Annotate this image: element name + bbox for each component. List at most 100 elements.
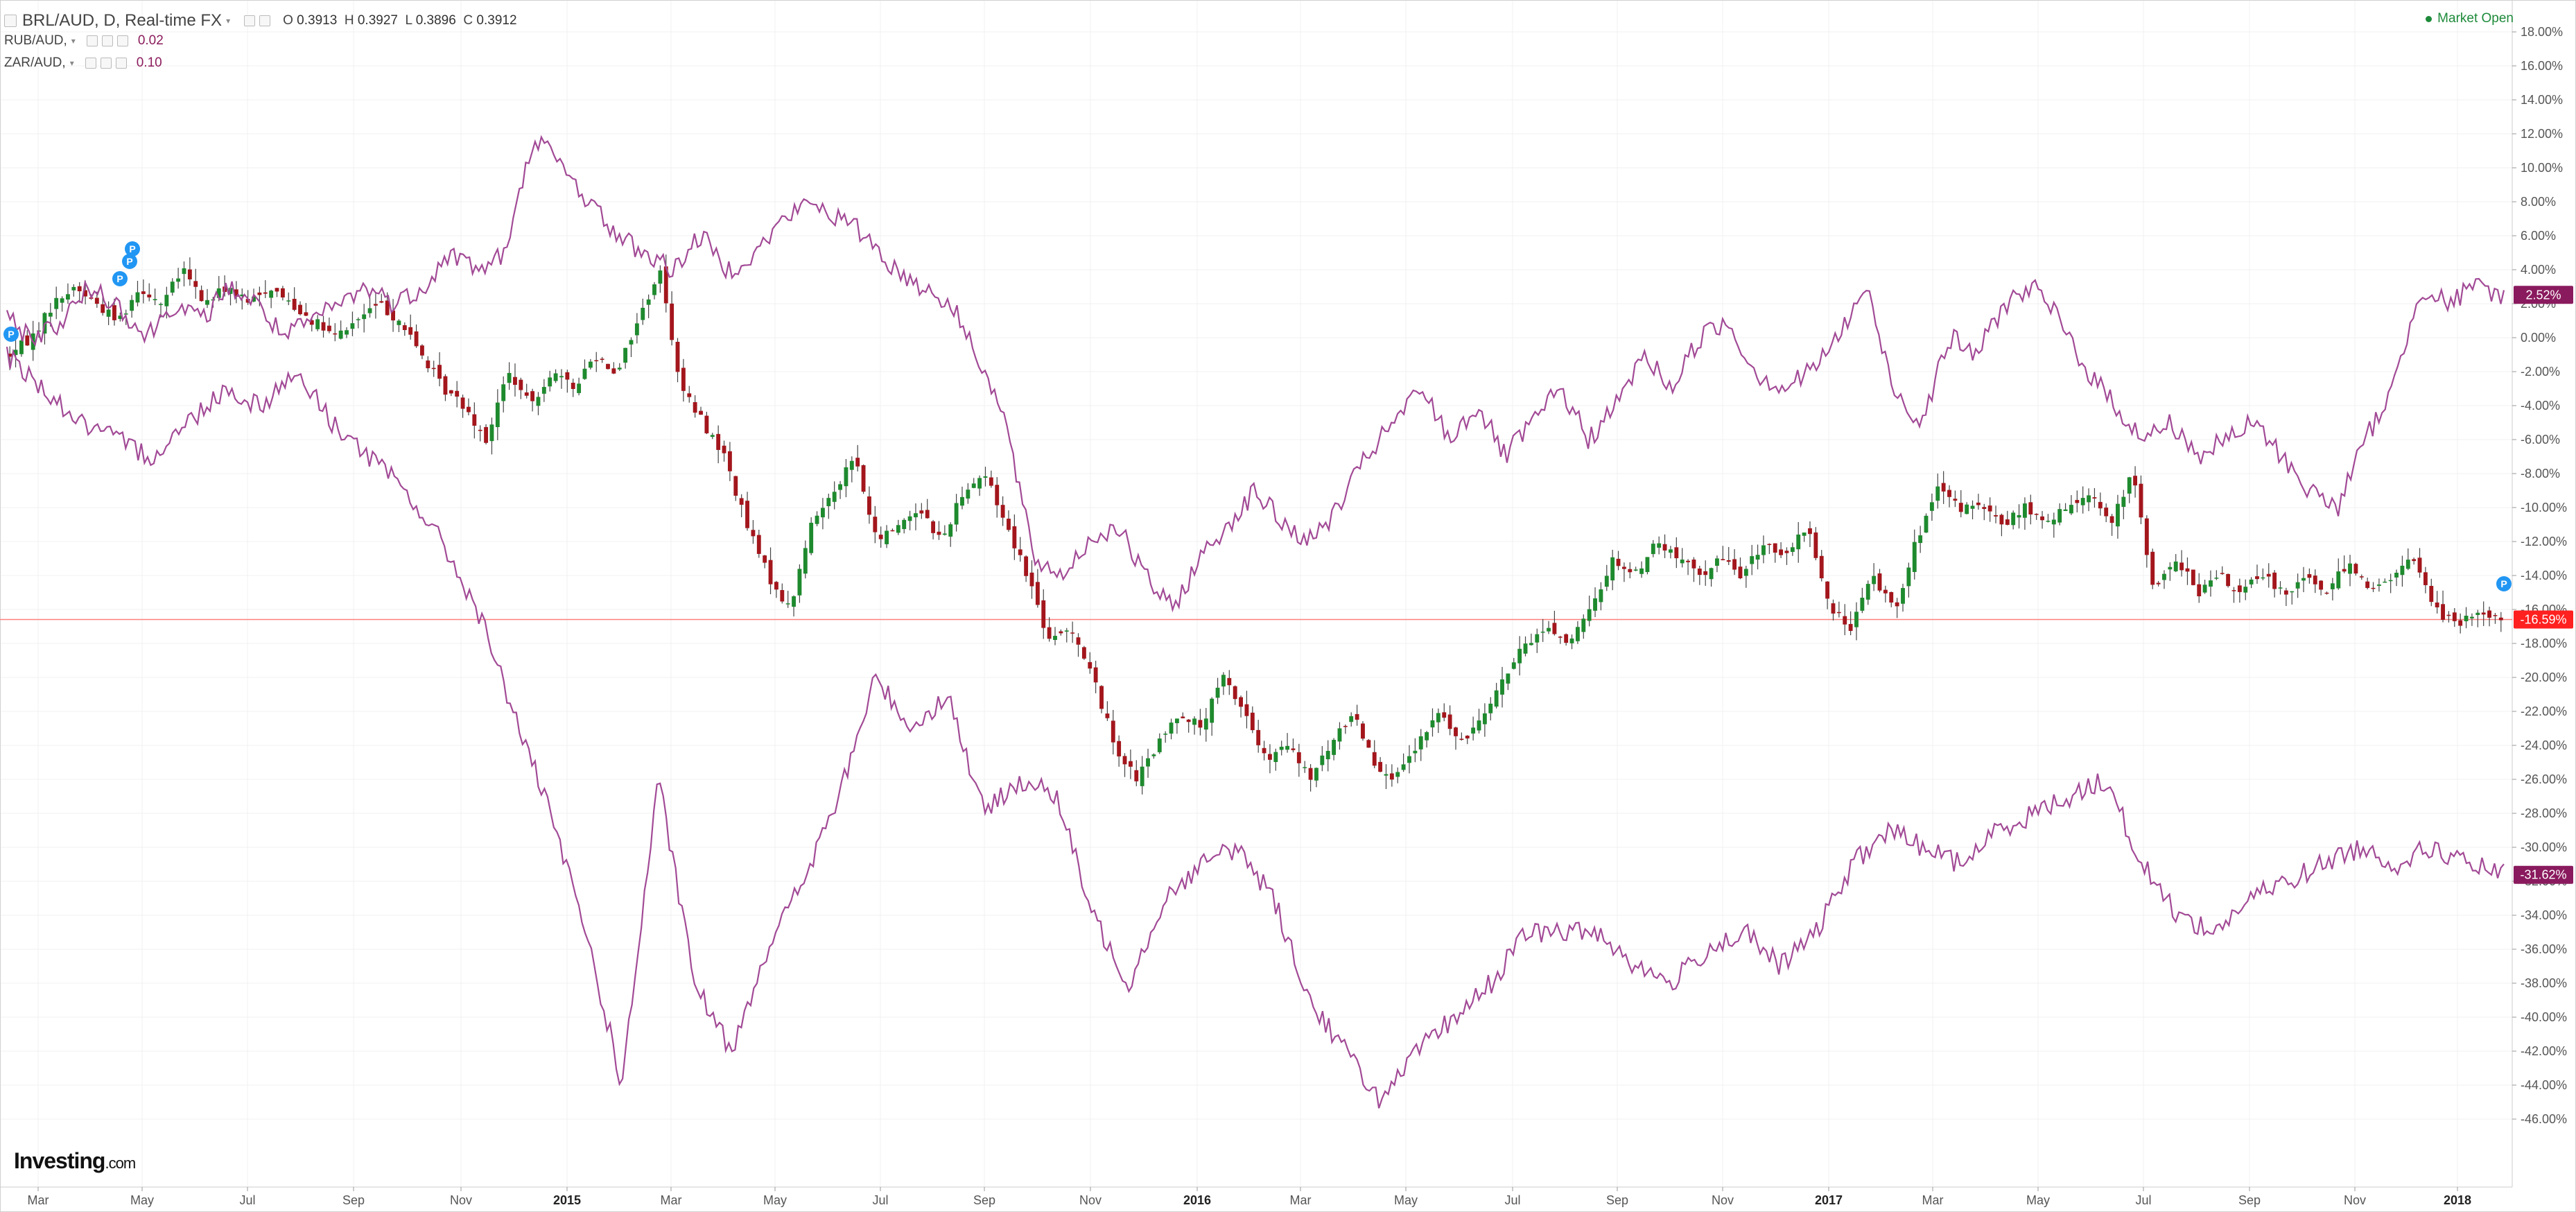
compare-symbol-label[interactable]: RUB/AUD, [4,33,67,48]
y-axis[interactable]: 18.00% 16.00% 14.00% 12.00% 10.00% 8.00% 6.00%… [2512,25,2567,1126]
candle [1093,660,1098,693]
candle [2266,563,2271,588]
candle [1018,537,1022,562]
candle [2121,490,2126,519]
gear-icon[interactable] [101,35,113,46]
dropdown-caret-icon[interactable]: ▾ [226,16,231,26]
candle [2116,494,2120,539]
candle [2109,514,2114,536]
candle [2435,591,2439,614]
svg-text:P: P [116,273,123,284]
dropdown-caret-icon[interactable]: ▾ [71,36,76,46]
candle [2092,487,2097,508]
candle [304,303,308,316]
candle [1047,617,1052,642]
candle [652,282,656,300]
candle [1750,544,1755,575]
candle [646,294,651,318]
compare-legend-rub: RUB/AUD, ▾ 0.02 [4,33,164,49]
candle [1982,503,1987,521]
candle [2365,578,2370,590]
candle [855,444,860,471]
main-symbol-label[interactable]: BRL/AUD, D, Real-time FX [22,11,223,30]
candle [1831,599,1836,621]
candle [878,526,883,548]
dropdown-caret-icon[interactable]: ▾ [69,58,74,68]
x-tick-label: 2017 [1815,1193,1843,1207]
gear-icon[interactable] [259,15,271,26]
candle [2127,476,2132,503]
candle [1215,677,1220,704]
candle [1430,708,1435,737]
candle [559,369,564,389]
candle [280,286,285,301]
candle [1174,718,1179,734]
candle [1384,764,1389,789]
candle [1912,529,1917,580]
candle [1669,546,1673,559]
candle [989,470,993,488]
candle [333,323,338,342]
compare-symbol-label[interactable]: ZAR/AUD, [4,55,66,70]
series-layer [6,135,2505,1109]
p-marker-icon[interactable]: P [122,254,137,269]
candle [315,315,320,331]
candle [182,261,186,287]
candle [2283,587,2288,606]
candle [1500,666,1504,708]
candle [519,377,523,399]
candle [391,299,395,332]
collapse-square-icon[interactable] [4,15,17,27]
candle [634,313,639,344]
candle [785,591,790,608]
candle [1268,744,1272,774]
candle [1256,720,1261,753]
candle [1000,496,1005,526]
p-marker-icon[interactable]: P [112,271,128,286]
candle [2022,497,2027,530]
p-marker-icon[interactable]: P [125,241,140,257]
x-tick-label: Jul [1504,1193,1520,1207]
x-tick-label: Nov [1712,1193,1734,1207]
svg-text:P: P [129,243,135,254]
candle [745,492,749,531]
close-icon[interactable] [116,35,128,46]
candle [907,510,912,530]
candle [1843,604,1847,636]
candle [925,499,930,519]
candle [1395,767,1400,784]
p-marker-icon[interactable]: P [2496,576,2512,591]
candle [338,320,343,340]
close-icon[interactable] [115,58,127,69]
candle [722,440,726,462]
candle [1407,745,1411,774]
candle [838,481,842,499]
eye-icon[interactable] [244,15,256,26]
eye-icon[interactable] [85,58,96,69]
candle [1361,721,1365,741]
candle [733,476,738,501]
y-tick-label: 4.00% [2521,263,2556,277]
candle [2376,578,2381,592]
candle [977,475,982,496]
candle [1076,633,1081,657]
candle [2272,570,2277,598]
candle [2487,606,2491,627]
eye-icon[interactable] [86,35,98,46]
candle [495,389,500,440]
candle [1860,587,1865,614]
candle [931,519,936,539]
candle [1181,712,1185,719]
p-marker-icon[interactable]: P [3,327,19,342]
svg-text:-16.59%: -16.59% [2520,612,2566,626]
y-tick-label: 14.00% [2521,93,2563,107]
candle [1587,596,1592,627]
candle [1332,738,1337,761]
gear-icon[interactable] [100,58,112,69]
x-tick-label: May [130,1193,154,1207]
x-axis[interactable]: Mar May Jul Sep Nov 2015 Mar May Jul Sep Nov 2016 Ma… [28,1187,2472,1207]
y-tick-label: -12.00% [2521,535,2567,548]
candle [780,583,785,604]
y-tick-label: 16.00% [2521,59,2563,73]
